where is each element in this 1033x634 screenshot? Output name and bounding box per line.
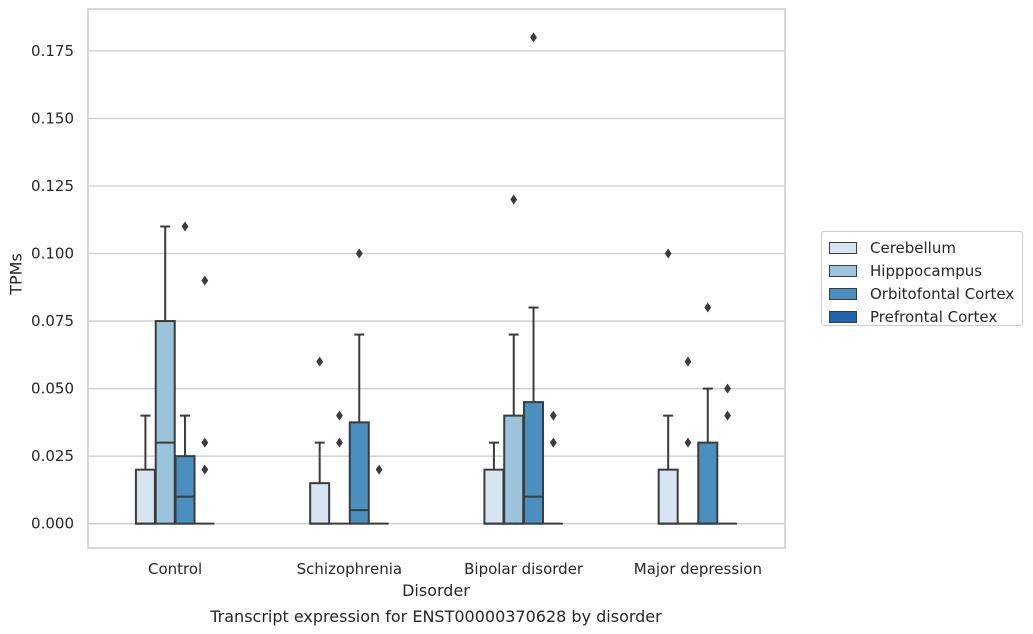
outlier-point — [316, 356, 324, 367]
outlier-point — [684, 437, 692, 448]
x-tick-label: Schizophrenia — [297, 560, 402, 578]
outlier-point — [336, 437, 343, 448]
plot-frame — [87, 8, 786, 549]
box-body — [174, 455, 196, 525]
outlier-point — [724, 383, 731, 394]
y-axis-title: TPMs — [6, 253, 26, 295]
box-body — [523, 401, 545, 525]
outlier-point — [664, 248, 672, 259]
y-tick-label: 0.050 — [31, 380, 74, 398]
legend-label-orbitofrontal-cortex: Orbitofontal Cortex — [870, 284, 1015, 303]
legend-item-orbitofrontal-cortex: Orbitofontal Cortex — [829, 282, 1022, 305]
outlier-point — [704, 302, 712, 313]
y-tick-label: 0.175 — [31, 42, 74, 60]
legend-label-hippocampus: Hipppocampus — [870, 261, 983, 280]
y-tick-label: 0.025 — [31, 447, 74, 465]
outlier-point — [201, 464, 209, 475]
legend-item-cerebellum: Cerebellum — [829, 236, 1022, 259]
box-body — [348, 421, 370, 525]
legend-swatch-cerebellum — [829, 241, 857, 254]
box-body — [483, 468, 505, 525]
outlier-point — [684, 356, 692, 367]
y-tick-label: 0.075 — [31, 312, 74, 330]
y-tick-label: 0.150 — [31, 109, 74, 127]
x-tick-label: Bipolar disorder — [464, 560, 584, 578]
legend-item-hippocampus: Hipppocampus — [829, 259, 1022, 282]
chart-caption: Transcript expression for ENST0000037062… — [210, 607, 662, 626]
box-body — [134, 468, 156, 525]
chart-legend: Cerebellum Hipppocampus Orbitofontal Cor… — [821, 231, 1023, 326]
outlier-point — [181, 221, 189, 232]
legend-swatch-orbitofrontal-cortex — [829, 287, 857, 300]
outlier-point — [549, 437, 557, 448]
box-body — [154, 320, 176, 525]
outlier-point — [530, 32, 537, 43]
legend-swatch-prefrontal-cortex — [829, 310, 857, 323]
x-tick-label: Major depression — [634, 560, 762, 578]
box-body — [309, 482, 331, 525]
outlier-point — [336, 410, 343, 421]
legend-label-cerebellum: Cerebellum — [870, 238, 956, 257]
outlier-point — [724, 410, 731, 421]
legend-swatch-hippocampus — [829, 264, 857, 277]
outlier-point — [201, 437, 209, 448]
outlier-point — [549, 410, 557, 421]
outlier-point — [375, 464, 383, 475]
y-tick-label: 0.000 — [31, 515, 74, 533]
x-tick-label: Control — [148, 560, 202, 578]
legend-item-prefrontal-cortex: Prefrontal Cortex — [829, 305, 1022, 328]
y-tick-label: 0.100 — [31, 245, 74, 263]
y-tick-label: 0.125 — [31, 177, 74, 195]
outlier-point — [201, 275, 209, 286]
legend-label-prefrontal-cortex: Prefrontal Cortex — [870, 307, 998, 326]
x-axis-title: Disorder — [402, 581, 470, 600]
box-body — [503, 414, 525, 525]
box-body — [697, 441, 719, 525]
box-body — [657, 468, 679, 525]
outlier-point — [510, 194, 518, 205]
outlier-point — [355, 248, 363, 259]
